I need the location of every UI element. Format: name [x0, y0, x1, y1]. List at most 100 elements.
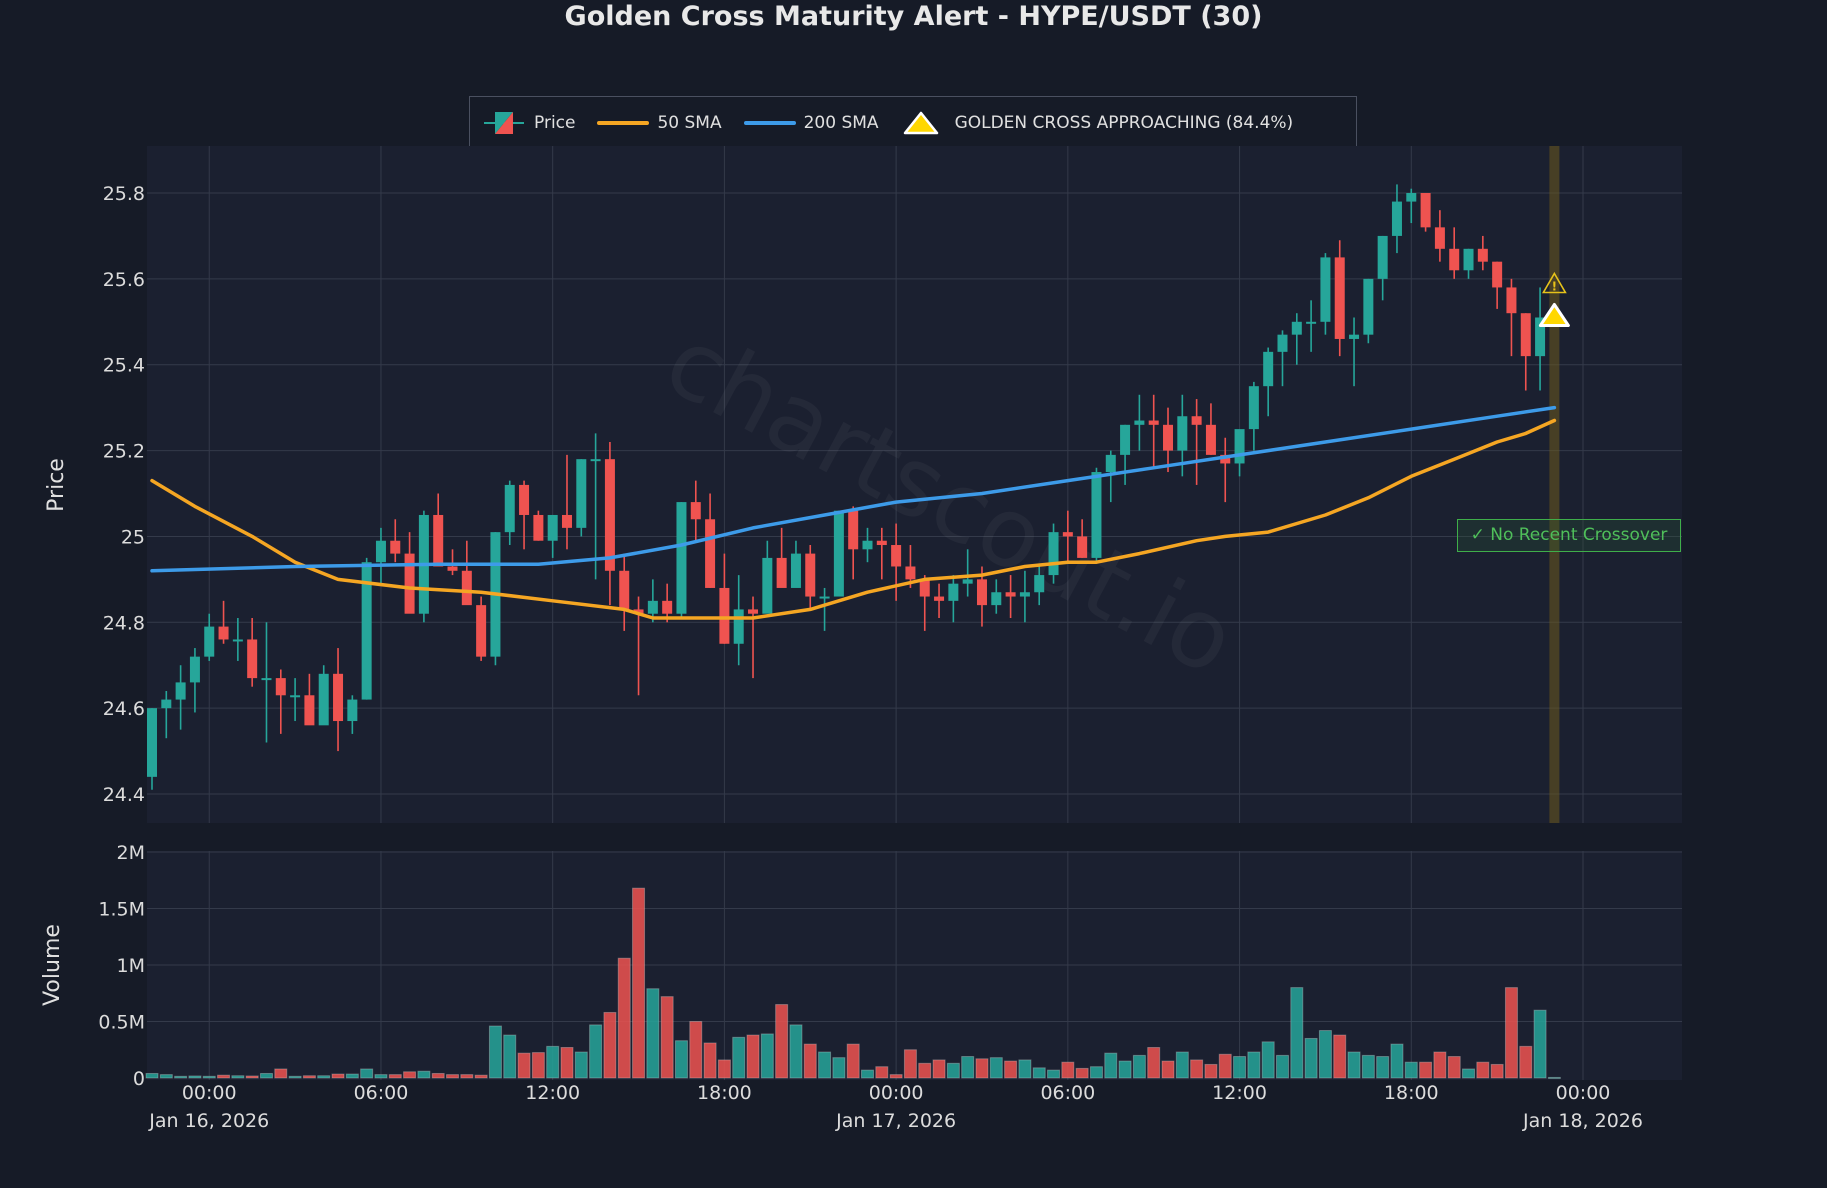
- candle[interactable]: [1134, 394, 1145, 451]
- volume-bar[interactable]: [717, 1059, 731, 1079]
- candle[interactable]: [361, 557, 372, 700]
- volume-bar[interactable]: [1132, 1054, 1146, 1079]
- candle[interactable]: [1291, 313, 1302, 365]
- candle[interactable]: [418, 510, 429, 623]
- candle[interactable]: [805, 545, 816, 610]
- volume-bar[interactable]: [1061, 1061, 1075, 1079]
- volume-bar[interactable]: [674, 1040, 688, 1079]
- candle[interactable]: [1477, 235, 1488, 271]
- volume-bar[interactable]: [875, 1066, 889, 1079]
- candle[interactable]: [1320, 253, 1331, 335]
- volume-bar[interactable]: [1504, 987, 1518, 1079]
- candle[interactable]: [1105, 450, 1116, 503]
- candle[interactable]: [1391, 184, 1402, 254]
- volume-bar[interactable]: [1547, 1076, 1561, 1079]
- candle[interactable]: [719, 553, 730, 644]
- candle[interactable]: [1377, 235, 1388, 301]
- candle[interactable]: [1463, 248, 1474, 279]
- candle[interactable]: [533, 510, 544, 541]
- candle[interactable]: [1034, 566, 1045, 606]
- candle[interactable]: [1535, 287, 1546, 391]
- volume-bar[interactable]: [1233, 1056, 1247, 1079]
- candle[interactable]: [590, 433, 601, 580]
- candle[interactable]: [375, 527, 386, 584]
- volume-bar[interactable]: [632, 887, 646, 1079]
- volume-bar[interactable]: [646, 988, 660, 1079]
- volume-bar[interactable]: [889, 1074, 903, 1079]
- volume-bar[interactable]: [1390, 1043, 1404, 1079]
- volume-bar[interactable]: [460, 1074, 474, 1079]
- candle[interactable]: [1048, 523, 1059, 584]
- volume-bar[interactable]: [1261, 1041, 1275, 1079]
- candle[interactable]: [204, 613, 215, 661]
- candle[interactable]: [619, 553, 630, 631]
- candle[interactable]: [147, 708, 157, 790]
- volume-bar[interactable]: [1347, 1051, 1361, 1079]
- volume-bar[interactable]: [403, 1071, 417, 1079]
- volume-bar[interactable]: [217, 1074, 231, 1079]
- candle[interactable]: [676, 502, 687, 619]
- candle[interactable]: [1220, 437, 1231, 503]
- candle[interactable]: [1334, 240, 1345, 357]
- volume-bar[interactable]: [689, 1021, 703, 1079]
- volume-bar[interactable]: [703, 1042, 717, 1079]
- candle[interactable]: [504, 480, 515, 546]
- volume-bar[interactable]: [918, 1062, 932, 1079]
- candle[interactable]: [318, 665, 329, 726]
- legend-item-sma200[interactable]: 200 SMA: [743, 113, 879, 133]
- volume-bar[interactable]: [1376, 1056, 1390, 1079]
- candle[interactable]: [876, 527, 887, 580]
- candle[interactable]: [647, 579, 658, 623]
- volume-bar[interactable]: [818, 1051, 832, 1079]
- candle[interactable]: [1506, 278, 1517, 357]
- candle[interactable]: [962, 549, 973, 597]
- volume-bar[interactable]: [961, 1056, 975, 1079]
- candle[interactable]: [1191, 399, 1202, 485]
- volume-bar[interactable]: [775, 1004, 789, 1079]
- volume-bar[interactable]: [803, 1043, 817, 1079]
- volume-bar[interactable]: [546, 1045, 560, 1079]
- candle[interactable]: [1492, 261, 1503, 309]
- candle[interactable]: [1062, 510, 1073, 563]
- volume-bar[interactable]: [302, 1075, 316, 1079]
- volume-bar[interactable]: [1404, 1061, 1418, 1079]
- candle[interactable]: [819, 587, 830, 631]
- volume-bar[interactable]: [861, 1069, 874, 1079]
- volume-bar[interactable]: [374, 1074, 388, 1079]
- candle[interactable]: [991, 579, 1002, 614]
- candle[interactable]: [833, 510, 844, 597]
- candle[interactable]: [1306, 300, 1317, 352]
- volume-bar[interactable]: [574, 1051, 588, 1079]
- volume-bar[interactable]: [417, 1070, 431, 1079]
- volume-bar[interactable]: [360, 1068, 374, 1079]
- volume-bar[interactable]: [1204, 1063, 1218, 1079]
- candle[interactable]: [1077, 519, 1088, 558]
- candle[interactable]: [1420, 193, 1431, 232]
- candle[interactable]: [476, 596, 487, 661]
- volume-bar[interactable]: [932, 1059, 946, 1079]
- candle[interactable]: [1263, 347, 1274, 417]
- volume-bar[interactable]: [1104, 1052, 1118, 1079]
- candle[interactable]: [948, 575, 959, 623]
- volume-bar[interactable]: [1218, 1053, 1232, 1079]
- volume-bar[interactable]: [560, 1046, 574, 1079]
- candle[interactable]: [705, 493, 716, 588]
- volume-bar[interactable]: [603, 1011, 617, 1079]
- candle[interactable]: [1005, 575, 1016, 619]
- legend-item-signal[interactable]: GOLDEN CROSS APPROACHING (84.4%): [901, 110, 1293, 136]
- volume-bar[interactable]: [1190, 1059, 1204, 1079]
- candle[interactable]: [1277, 330, 1288, 387]
- volume-bar[interactable]: [174, 1075, 188, 1079]
- volume-bar[interactable]: [1075, 1067, 1089, 1079]
- volume-bar[interactable]: [288, 1075, 302, 1079]
- volume-bar[interactable]: [946, 1062, 960, 1079]
- candle[interactable]: [218, 600, 229, 644]
- volume-bar[interactable]: [474, 1074, 488, 1079]
- candle[interactable]: [232, 618, 243, 661]
- volume-bar[interactable]: [1462, 1068, 1476, 1079]
- candle[interactable]: [762, 540, 773, 614]
- candle[interactable]: [447, 549, 458, 576]
- candle[interactable]: [1363, 278, 1374, 344]
- candle[interactable]: [304, 673, 315, 726]
- candle[interactable]: [547, 514, 558, 558]
